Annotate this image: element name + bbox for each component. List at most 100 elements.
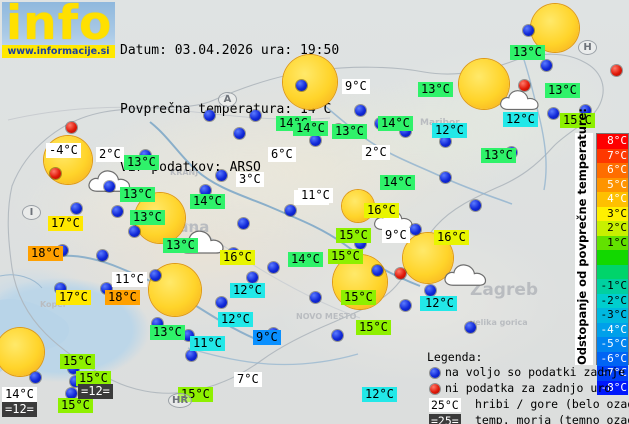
station-dot-available[interactable] <box>541 60 552 71</box>
temperature-label: 11°C <box>112 272 147 287</box>
station-dot-available[interactable] <box>200 185 211 196</box>
station-dot-available[interactable] <box>355 238 366 249</box>
station-dot-available[interactable] <box>332 330 343 341</box>
temperature-label: 16°C <box>434 230 469 245</box>
station-dot-missing[interactable] <box>519 80 530 91</box>
legend-row-available: na voljo so podatki zadnje ure <box>425 365 629 381</box>
station-dot-available[interactable] <box>268 262 279 273</box>
temperature-label: 9°C <box>382 228 410 243</box>
station-dot-available[interactable] <box>101 283 112 294</box>
station-dot-available[interactable] <box>355 105 366 116</box>
temperature-label: 11°C <box>190 336 225 351</box>
station-dot-available[interactable] <box>465 322 476 333</box>
station-dot-available[interactable] <box>400 300 411 311</box>
station-dot-available[interactable] <box>183 330 194 341</box>
temperature-label: 13°C <box>163 238 198 253</box>
station-dot-available[interactable] <box>216 170 227 181</box>
station-dot-available[interactable] <box>71 203 82 214</box>
sun-icon <box>0 328 44 376</box>
station-dot-available[interactable] <box>247 272 258 283</box>
temperature-label: 15°C <box>341 290 376 305</box>
temperature-label: 14°C <box>293 121 328 136</box>
road-marker-h: H <box>578 40 597 55</box>
temperature-label: 9°C <box>342 79 370 94</box>
colorbar-row <box>597 264 628 279</box>
cloud-icon <box>500 90 539 110</box>
station-dot-available[interactable] <box>238 218 249 229</box>
station-dot-available[interactable] <box>285 205 296 216</box>
temperature-label: 14°C <box>378 116 413 131</box>
station-dot-available[interactable] <box>410 224 421 235</box>
temperature-label: 13°C <box>418 82 453 97</box>
colorbar-row: -8°C <box>597 380 628 395</box>
temperature-label: 18°C <box>28 246 63 261</box>
temperature-label: 11°C <box>298 188 333 203</box>
station-dot-available[interactable] <box>250 110 261 121</box>
station-dot-available[interactable] <box>440 136 451 147</box>
station-dot-available[interactable] <box>470 200 481 211</box>
colorbar-row: -2°C <box>597 293 628 308</box>
temperature-label: 13°C <box>332 124 367 139</box>
station-dot-available[interactable] <box>372 265 383 276</box>
road-marker-a: A <box>218 92 237 107</box>
station-dot-available[interactable] <box>30 372 41 383</box>
temperature-label: 9°C <box>253 330 281 345</box>
temperature-label: 16°C <box>220 250 255 265</box>
temperature-label: 14°C <box>2 387 37 402</box>
station-dot-available[interactable] <box>580 105 591 116</box>
temperature-label: 15°C <box>336 228 371 243</box>
header-average-temperature: Povprečna temperatura: 14°C <box>120 101 332 117</box>
temperature-label: 2°C <box>96 147 124 162</box>
temperature-label: 13°C <box>481 148 516 163</box>
temperature-label: 13°C <box>124 155 159 170</box>
temperature-label: 6°C <box>268 147 296 162</box>
station-dot-available[interactable] <box>152 318 163 329</box>
temperature-label: 12°C <box>432 123 467 138</box>
station-dot-available[interactable] <box>204 110 215 121</box>
station-dot-available[interactable] <box>70 376 81 387</box>
legend-sea-text: temp. morja (temno ozadje) <box>475 413 629 424</box>
temperature-label: 3°C <box>236 172 264 187</box>
station-dot-available[interactable] <box>112 206 123 217</box>
station-dot-available[interactable] <box>440 172 451 183</box>
station-dot-available[interactable] <box>55 283 66 294</box>
header-date-time: Datum: 03.04.2026 ura: 19:50 <box>120 43 340 58</box>
station-dot-missing[interactable] <box>66 122 77 133</box>
blue-dot-icon <box>430 368 440 378</box>
station-dot-available[interactable] <box>310 135 321 146</box>
colorbar-row: -4°C <box>597 322 628 337</box>
temperature-label: =12= <box>2 402 37 417</box>
station-dot-available[interactable] <box>129 226 140 237</box>
station-dot-missing[interactable] <box>611 65 622 76</box>
legend-missing-text: ni podatka za zadnjo uro <box>445 381 612 395</box>
station-dot-available[interactable] <box>400 126 411 137</box>
temperature-label: 13°C <box>120 187 155 202</box>
station-dot-available[interactable] <box>548 108 559 119</box>
station-dot-missing[interactable] <box>50 168 61 179</box>
colorbar-row: -5°C <box>597 337 628 352</box>
page-header: info www.informacije.si Datum: 03.04.202… <box>0 0 629 175</box>
station-dot-available[interactable] <box>310 292 321 303</box>
station-dot-available[interactable] <box>104 181 115 192</box>
temperature-label: 14°C <box>288 252 323 267</box>
station-dot-available[interactable] <box>234 128 245 139</box>
station-dot-missing[interactable] <box>395 268 406 279</box>
red-dot-icon <box>430 384 440 394</box>
station-dot-available[interactable] <box>425 285 436 296</box>
colorbar-row <box>597 250 628 265</box>
station-dot-available[interactable] <box>97 250 108 261</box>
colorbar-row: -7°C <box>597 366 628 381</box>
temperature-label: 13°C <box>150 325 185 340</box>
temperature-label: 12°C <box>503 112 538 127</box>
station-dot-available[interactable] <box>523 25 534 36</box>
temperature-label: 12°C <box>218 312 253 327</box>
station-dot-available[interactable] <box>296 80 307 91</box>
station-dot-available[interactable] <box>216 297 227 308</box>
temperature-label: 7°C <box>234 372 262 387</box>
station-dot-available[interactable] <box>150 270 161 281</box>
station-dot-available[interactable] <box>186 350 197 361</box>
site-logo[interactable]: info www.informacije.si <box>2 2 115 58</box>
station-dot-available[interactable] <box>66 388 77 399</box>
temperature-label: -4°C <box>46 143 81 158</box>
colorbar-row: 5°C <box>597 177 628 192</box>
